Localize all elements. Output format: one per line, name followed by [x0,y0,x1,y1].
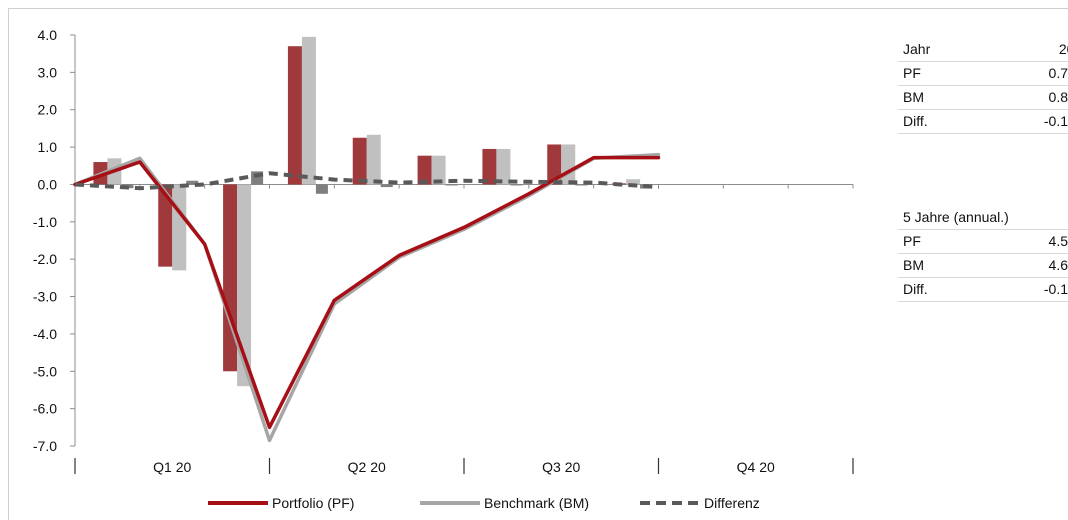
x-tick-label: Q4 20 [737,459,775,475]
five-year-header-label: 5 Jahre (annual.) [903,209,1009,225]
bar-benchmark [496,148,511,185]
y-tick-label: -1.0 [33,214,57,230]
year-stats-row-pf: PF 0.7 [898,62,1068,86]
bar-benchmark [172,184,187,271]
bar-benchmark [626,179,641,185]
y-tick-label: 2.0 [38,102,58,118]
five-year-row-label: Diff. [903,281,928,297]
bar-portfolio [287,46,302,185]
five-year-row-value: -0.1 [1043,281,1068,297]
bar-differenz [186,180,199,185]
y-tick-label: -4.0 [33,326,57,342]
bar-differenz [575,184,588,186]
bar-differenz [380,184,393,188]
y-tick-label: 4.0 [38,27,58,43]
bar-benchmark [431,155,446,185]
five-year-stats-row-bm: BM 4.6 [898,254,1068,278]
bar-benchmark [366,134,381,185]
five-year-row-value: 4.5 [1048,233,1068,249]
year-row-value: 0.8 [1048,89,1068,105]
x-tick-label: Q3 20 [542,459,580,475]
bar-portfolio [158,184,173,267]
bar-portfolio [352,137,367,185]
y-tick-label: 0.0 [38,176,58,192]
year-header-label: Jahr [903,41,931,57]
y-tick-label: -7.0 [33,438,57,454]
five-year-stats-row-diff: Diff. -0.1 [898,278,1068,302]
bar-portfolio [547,144,562,185]
year-row-label: BM [903,89,924,105]
year-stats-row-diff: Diff. -0.1 [898,110,1068,134]
five-year-stats-header: 5 Jahre (annual.) [898,206,1068,230]
portfolio-line [73,155,661,430]
bar-portfolio [482,148,497,185]
legend-benchmark-label: Benchmark (BM) [484,495,589,511]
year-row-value: 0.7 [1048,65,1068,81]
bar-portfolio [223,184,238,372]
y-tick-label: -2.0 [33,251,57,267]
bar-benchmark [301,36,316,185]
year-row-label: PF [903,65,921,81]
legend-differenz-label: Differenz [704,495,760,511]
bar-differenz [445,184,458,186]
x-tick-label: Q2 20 [348,459,386,475]
differenz-line [74,171,659,191]
five-year-row-label: BM [903,257,924,273]
year-header-value: 2020 [1058,41,1068,57]
bar-differenz [315,184,328,194]
bar-portfolio [417,155,432,185]
bar-differenz [251,171,264,185]
five-year-row-value: 4.6 [1048,257,1068,273]
year-stats-row-bm: BM 0.8 [898,86,1068,110]
bar-benchmark [237,184,252,387]
five-year-stats-row-pf: PF 4.5 [898,230,1068,254]
x-tick-label: Q1 20 [153,459,191,475]
bar-benchmark [561,144,576,185]
legend-portfolio-label: Portfolio (PF) [272,495,354,511]
y-tick-label: -6.0 [33,401,57,417]
year-row-label: Diff. [903,113,928,129]
y-tick-label: -5.0 [33,363,57,379]
five-year-row-label: PF [903,233,921,249]
y-tick-label: 3.0 [38,64,58,80]
y-tick-label: 1.0 [38,139,58,155]
chart-frame [8,8,1068,520]
year-row-value: -0.1 [1043,113,1068,129]
year-stats-header: Jahr 2020 [898,38,1068,62]
y-tick-label: -3.0 [33,289,57,305]
bar-differenz [510,184,523,186]
